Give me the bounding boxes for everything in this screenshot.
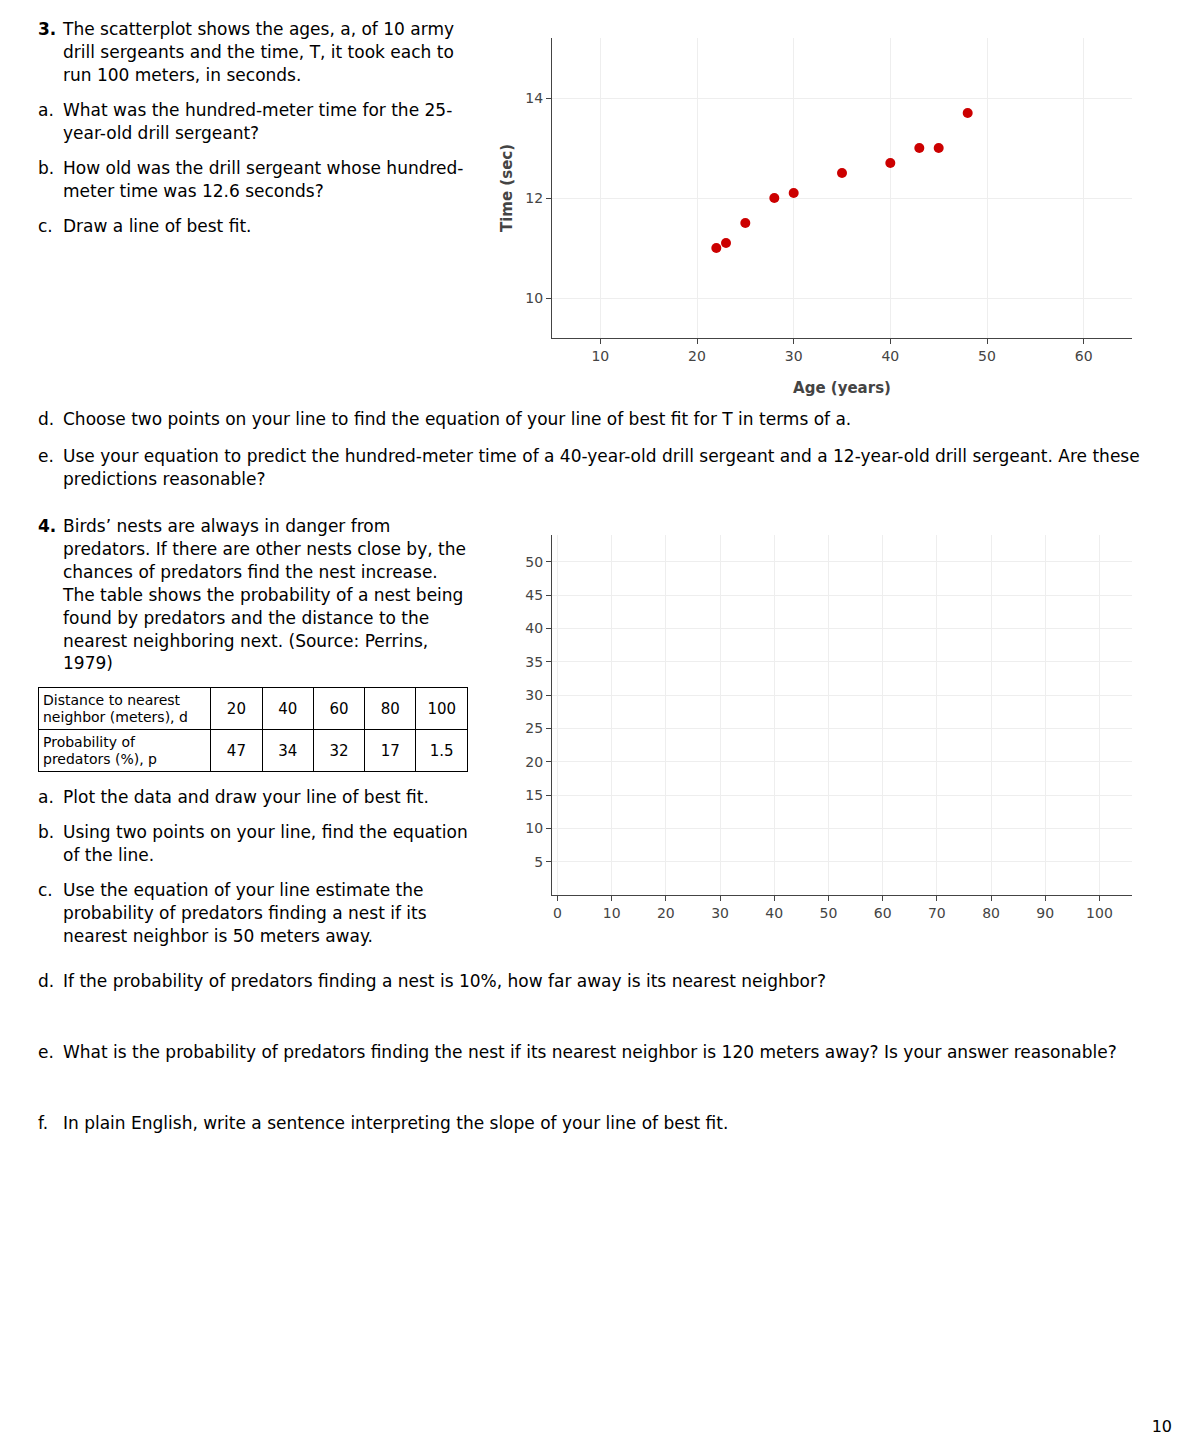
svg-text:14: 14 (525, 90, 543, 106)
svg-text:60: 60 (874, 905, 892, 921)
html-text:3. The scatterplot shows the a: 3. The scatterplot shows the ages, a, of… (38, 19, 454, 85)
svg-text:5: 5 (534, 853, 543, 869)
svg-text:30: 30 (711, 905, 729, 921)
html-text:e.: e. (38, 1041, 54, 1062)
svg-text:10: 10 (603, 905, 621, 921)
html-text:4. Birds’ nests are always in: 4. Birds’ nests are always in danger fro… (38, 515, 466, 674)
html-text:Use your equation to predict t: Use your equation to predict the hundred… (63, 445, 1140, 489)
html-text:In plain English, write a sent: In plain English, write a sentence inter… (63, 1112, 729, 1133)
html-text:a.: a. (38, 787, 54, 808)
svg-text:50: 50 (820, 905, 838, 921)
svg-text:60: 60 (1075, 348, 1093, 364)
svg-text:10: 10 (525, 290, 543, 306)
html-text:20: 20 (226, 699, 246, 718)
svg-text:50: 50 (525, 553, 543, 569)
svg-text:Age (years): Age (years) (793, 379, 891, 397)
svg-text:40: 40 (765, 905, 783, 921)
svg-text:Time (sec): Time (sec) (498, 144, 516, 232)
svg-text:20: 20 (688, 348, 706, 364)
svg-text:50: 50 (978, 348, 996, 364)
svg-text:80: 80 (982, 905, 1000, 921)
html-text:1.5: 1.5 (429, 741, 454, 760)
html-text:40: 40 (278, 699, 298, 718)
svg-text:30: 30 (785, 348, 803, 364)
html-text:17: 17 (380, 741, 400, 760)
html-text:Use the equation of your line: Use the equation of your line estimate t… (63, 880, 427, 947)
svg-text:45: 45 (525, 587, 543, 603)
html-text:d.: d. (38, 971, 55, 991)
svg-text:40: 40 (881, 348, 899, 364)
html-text:e.: e. (38, 445, 54, 466)
svg-text:10: 10 (525, 820, 543, 836)
svg-text:40: 40 (525, 620, 543, 636)
html-text:b.: b. (38, 157, 55, 178)
html-text:10: 10 (1151, 1417, 1172, 1436)
html-text:What is the probability of pre: What is the probability of predators fin… (63, 1041, 1117, 1062)
html-text:c.: c. (38, 880, 53, 901)
svg-text:0: 0 (553, 905, 562, 921)
svg-text:70: 70 (928, 905, 946, 921)
html-text:80: 80 (380, 699, 400, 718)
html-text:c.: c. (38, 215, 53, 236)
html-text:34: 34 (278, 741, 298, 760)
html-text:47: 47 (226, 741, 246, 760)
html-text:Choose two points on your line: Choose two points on your line to find t… (63, 409, 852, 429)
html-text:100: 100 (427, 699, 456, 718)
svg-text:100: 100 (1086, 905, 1113, 921)
svg-text:20: 20 (657, 905, 675, 921)
html-text:a.: a. (38, 99, 54, 120)
html-text:60: 60 (329, 699, 349, 718)
svg-text:12: 12 (525, 190, 543, 206)
svg-text:25: 25 (525, 720, 543, 736)
html-text:Plot the data and draw your li: Plot the data and draw your line of best… (63, 787, 429, 808)
html-text:Draw a line of best fit.: Draw a line of best fit. (63, 215, 252, 236)
html-text:Using two points on your line,: Using two points on your line, find the … (63, 822, 468, 866)
html-text:32: 32 (329, 741, 349, 760)
svg-text:20: 20 (525, 753, 543, 769)
svg-text:35: 35 (525, 653, 543, 669)
svg-text:90: 90 (1036, 905, 1054, 921)
html-text:d.: d. (38, 409, 55, 429)
svg-text:10: 10 (591, 348, 609, 364)
html-text:Probability of predators (%),: Probability of predators (%), p (43, 734, 157, 767)
html-text:Distance to nearest neighbor (: Distance to nearest neighbor (meters), d (43, 692, 188, 725)
html-text:b.: b. (38, 822, 55, 843)
html-text:If the probability of predator: If the probability of predators finding … (63, 971, 826, 991)
html-text:f.: f. (38, 1112, 49, 1133)
svg-text:30: 30 (525, 687, 543, 703)
html-text:What was the hundred-meter tim: What was the hundred-meter time for the … (63, 99, 453, 143)
svg-text:15: 15 (525, 787, 543, 803)
html-text:How old was the drill sergeant: How old was the drill sergeant whose hun… (63, 157, 464, 201)
